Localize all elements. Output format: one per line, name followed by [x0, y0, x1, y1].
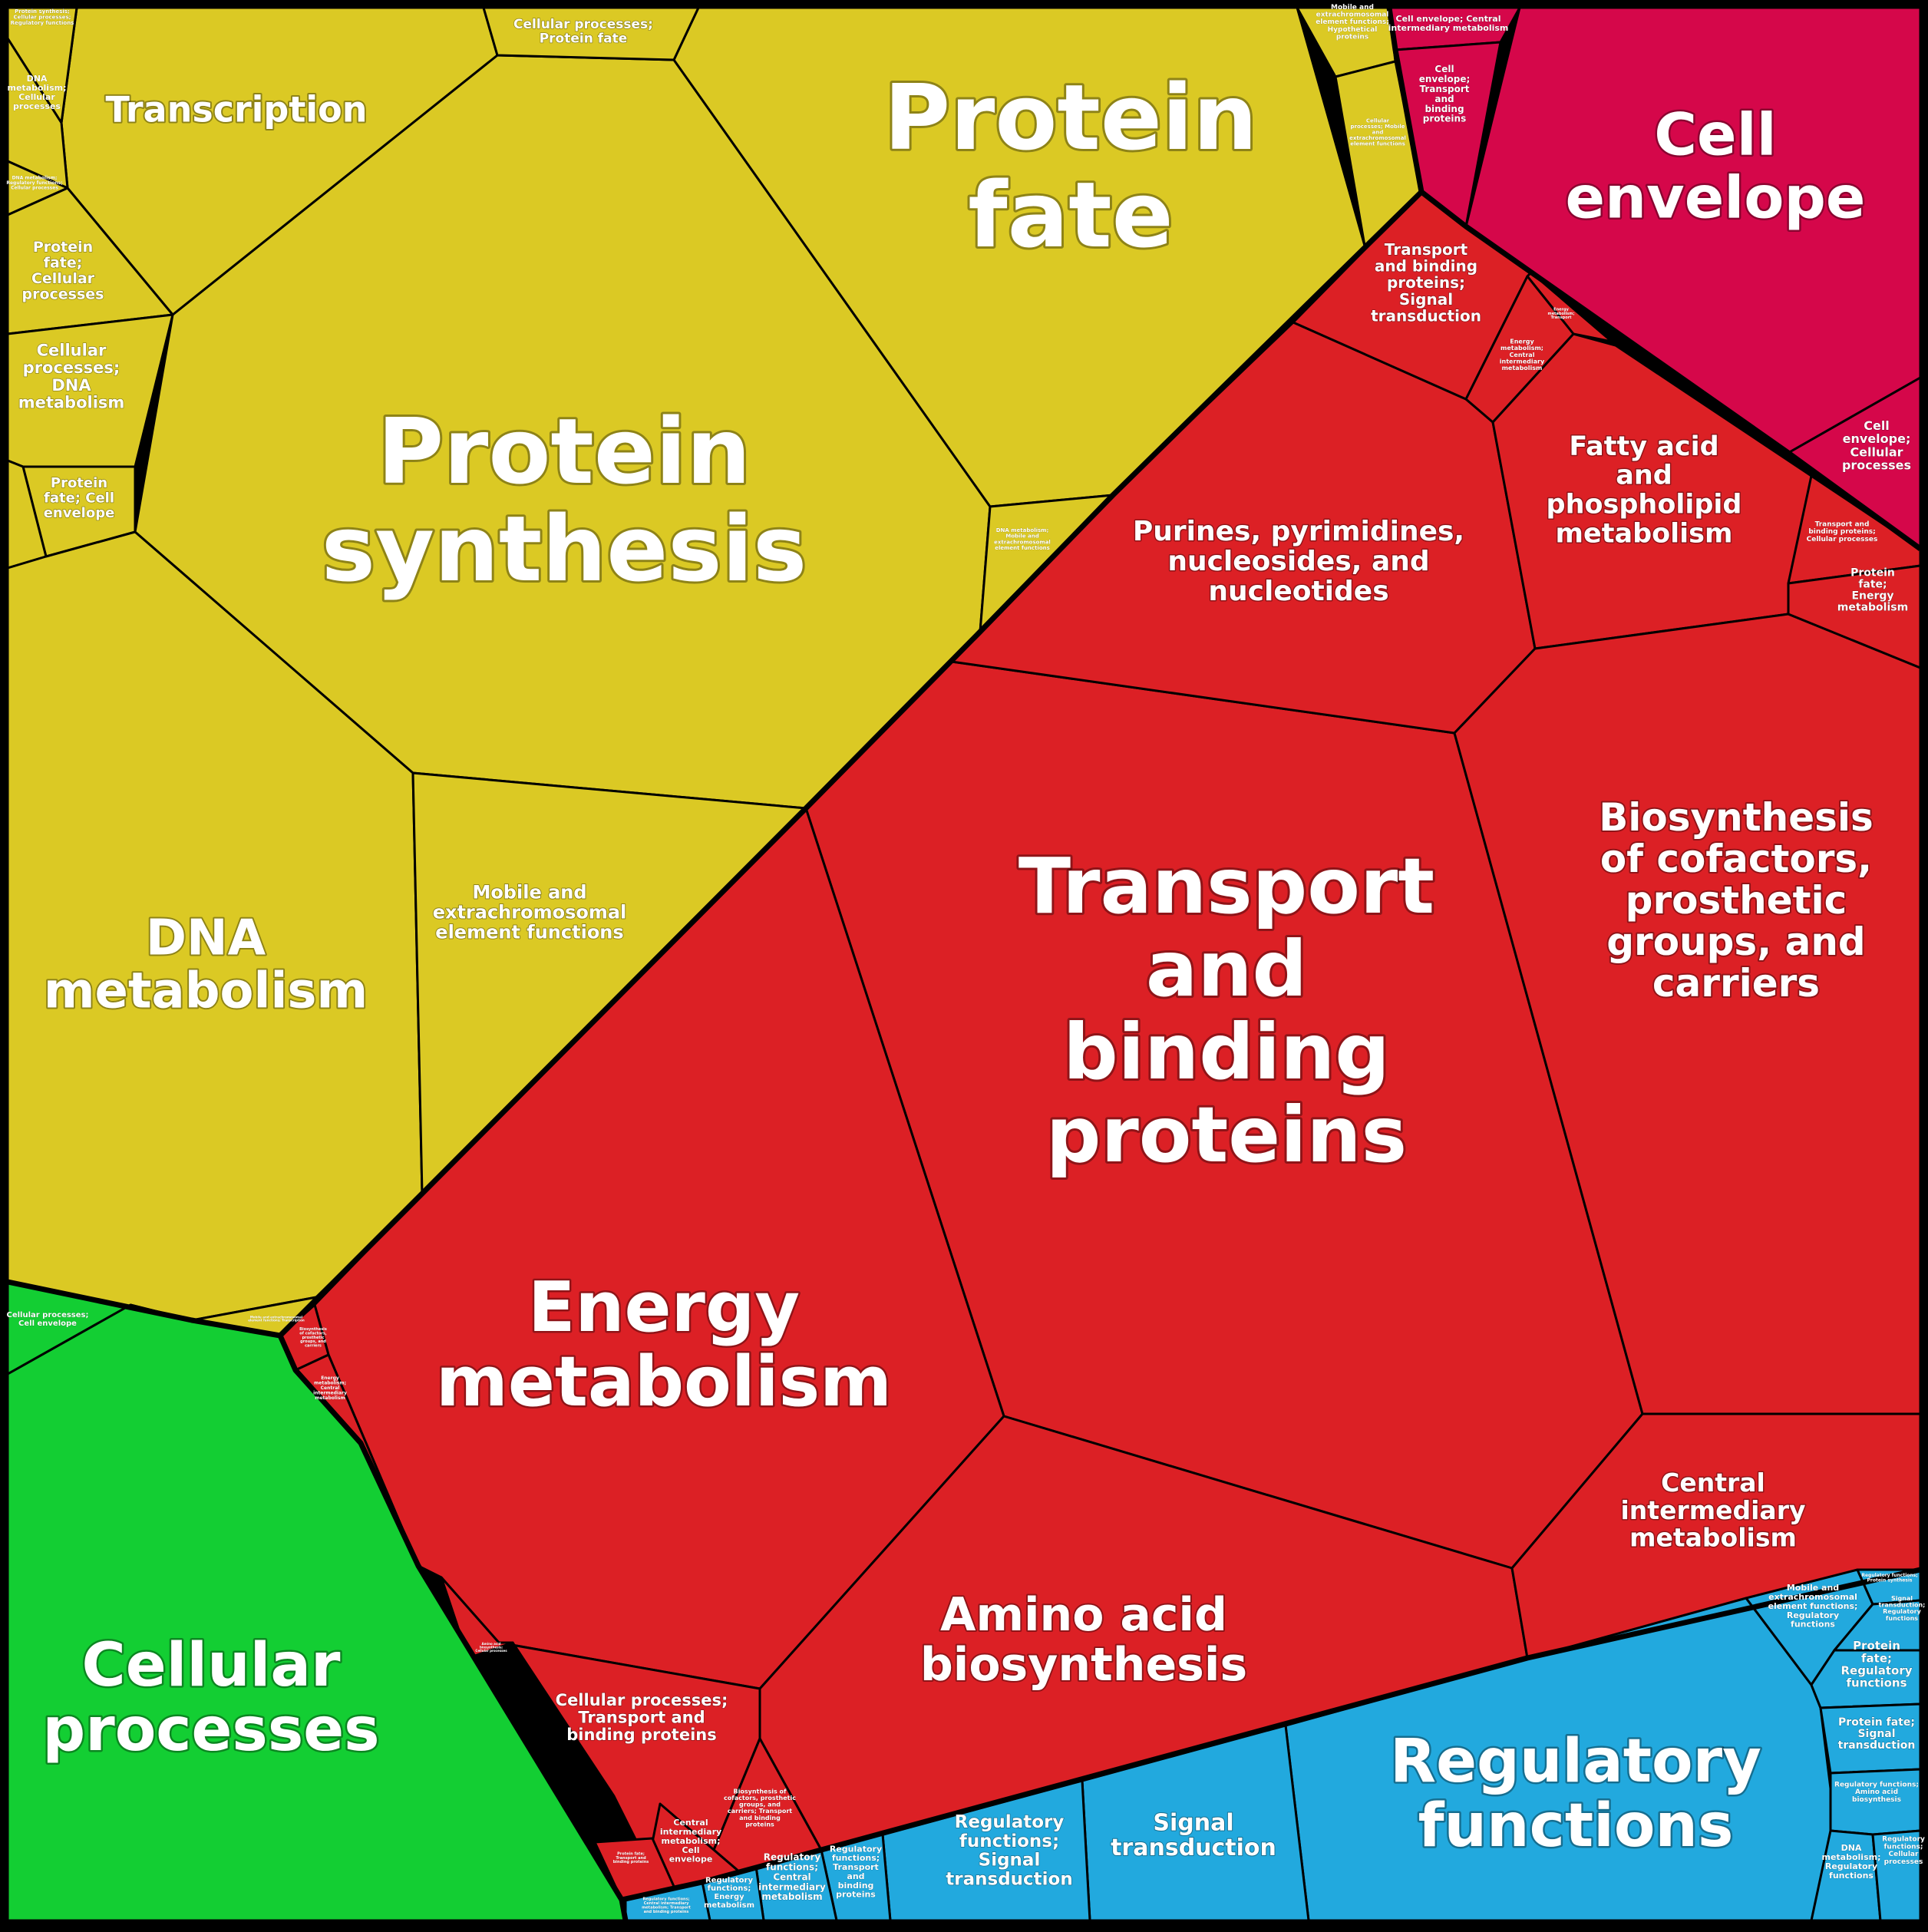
- label-protein-fate-cellular: Protein fate; Cellular processes: [22, 239, 104, 303]
- label-fatty-acid: Fatty acid and phospholipid metabolism: [1547, 431, 1742, 549]
- label-biosynthesis-cofactors: Biosynthesis of cofactors, prosthetic group…: [1599, 795, 1874, 1006]
- label-mobile-regulatory: Mobile and extrachromosomal element functi…: [1768, 1583, 1858, 1630]
- label-small-dna-mobile-cellular: DNA metabolism; Cellular processes: [8, 74, 67, 111]
- group-border-yellow-red: [278, 190, 1424, 1338]
- label-central-cell-envelope: Central intermediary metabolism; Cell envelo…: [660, 1818, 721, 1864]
- label-cellular-processes: Cellular processes: [42, 1631, 379, 1765]
- label-protein-fate-energy: Protein fate; Energy metabolism: [1837, 566, 1908, 613]
- label-cell-envelope: Cell envelope: [1566, 100, 1866, 231]
- label-small-red-left-1: Biosynthesis of cofactors, prosthetic group…: [299, 1327, 327, 1349]
- label-amino-acid: Amino acid biosynthesis: [920, 1588, 1247, 1692]
- label-mobile-elements: Mobile and extrachromosomal element functi…: [433, 882, 627, 943]
- label-dna-regulatory: DNA metabolism; Regulatory functions: [1822, 1843, 1881, 1881]
- label-small-red-bottom-1: Protein fate; Transport and binding protei…: [613, 1851, 649, 1864]
- label-regulatory-amino: Regulatory functions; Amino acid biosynthe…: [1834, 1782, 1919, 1804]
- label-cellular-cell-envelope: Cellular processes; Cell envelope: [7, 1311, 89, 1328]
- label-small-red-bottom-2: Amino acid biosynthesis; Cellular processe…: [475, 1642, 507, 1653]
- group-border-green-red: [277, 1334, 629, 1921]
- label-energy-central: Energy metabolism; Central intermediary meta…: [1500, 339, 1545, 372]
- label-regulatory-energy: Regulatory functions; Energy metabolism: [704, 1876, 754, 1909]
- group-cell-envelope: [1388, 6, 1922, 550]
- label-cell-envelope-transport: Cell envelope; Transport and binding proteins: [1419, 64, 1471, 124]
- label-small-energy-transport: Energy metabolism; Transport: [1548, 307, 1575, 320]
- label-small-ps-cellular-regulatory: Protein synthesis; Cellular processes; Reg…: [11, 8, 74, 26]
- label-dna-metabolism: DNA metabolism: [44, 910, 368, 1019]
- label-regulatory-cellular: Regulatory functions; Cellular processes: [1882, 1836, 1925, 1866]
- label-cellular-dna: Cellular processes; DNA metabolism: [18, 342, 125, 412]
- label-small-cellular-mobile: Cellular processes; Mobile and extrachromos…: [1349, 117, 1406, 147]
- label-small-red-left-2: Energy metabolism; Central intermediary meta…: [313, 1376, 347, 1401]
- cell-energy-central[interactable]: [1464, 275, 1575, 424]
- label-protein-fate-signal: Protein fate; Signal transduction: [1838, 1716, 1916, 1752]
- label-small-mobile-bottom: Mobile and extrachromosomal element funct…: [248, 1315, 305, 1322]
- label-protein-fate-regulatory: Protein fate; Regulatory functions: [1841, 1639, 1912, 1690]
- label-protein-fate-cell-envelope: Protein fate; Cell envelope: [44, 475, 115, 521]
- label-transport-signal: Transport and binding proteins; Signal trans…: [1371, 240, 1481, 325]
- label-regulatory-central-transport: Regulatory functions; Central intermediar…: [642, 1897, 691, 1914]
- label-transport-binding: Transport and binding proteins: [1018, 841, 1434, 1180]
- label-regulatory-transport: Regulatory functions; Transport and binding p…: [830, 1844, 882, 1899]
- label-small-mobile-protein-fate: Mobile and extrachromosomal element functi…: [1316, 4, 1389, 41]
- label-cell-envelope-cellular: Cell envelope; Cellular processes: [1842, 418, 1911, 473]
- label-regulatory-central: Regulatory functions; Central intermediary m…: [758, 1851, 826, 1902]
- group-border-crimson-red: [1419, 190, 1923, 551]
- label-central-intermediary: Central intermediary metabolism: [1621, 1468, 1806, 1552]
- group-border-yellow-green: [7, 1279, 281, 1339]
- label-biosynth-cellular-transport: Biosynthesis of cofactors, prosthetic grou…: [724, 1788, 796, 1828]
- label-cell-envelope-central: Cell envelope; Central intermediary metab…: [1388, 14, 1509, 33]
- label-protein-synthesis: Protein synthesis: [322, 398, 807, 602]
- label-regulatory-signal: Regulatory functions; Signal transduction: [946, 1812, 1072, 1890]
- label-transcription: Transcription: [106, 89, 368, 130]
- label-signal-transduction: Signal transduction: [1111, 1810, 1276, 1861]
- label-protein-fate: Protein fate: [884, 64, 1258, 268]
- label-transport-cellular: Transport and binding proteins; Cellular p…: [1807, 521, 1878, 543]
- label-cellular-protein-fate: Cellular processes; Protein fate: [513, 17, 653, 46]
- group-metabolism: [279, 190, 1922, 1901]
- group-border-red-blue: [621, 1567, 1921, 1903]
- label-small-blue-signal: Signal transduction; Regulatory functions: [1879, 1595, 1926, 1622]
- label-energy-metabolism: Energy metabolism: [436, 1267, 892, 1422]
- label-small-dna-regulatory-cellular: DNA metabolism; Regulatory functions; Cell…: [6, 176, 62, 191]
- group-border-yellow-crimson: [1386, 7, 1425, 193]
- label-small-blue-top: Regulatory functions; Protein synthesis: [1861, 1573, 1917, 1583]
- label-purines: Purines, pyrimidines, nucleosides, and nuc…: [1133, 516, 1464, 607]
- label-regulatory-functions: Regulatory functions: [1390, 1727, 1761, 1861]
- label-small-dna-mobile: DNA metabolism; Mobile and extrachromosoma…: [994, 527, 1051, 551]
- label-cellular-transport: Cellular processes; Transport and binding …: [556, 1691, 728, 1744]
- group-information-pathways: [6, 6, 1423, 1337]
